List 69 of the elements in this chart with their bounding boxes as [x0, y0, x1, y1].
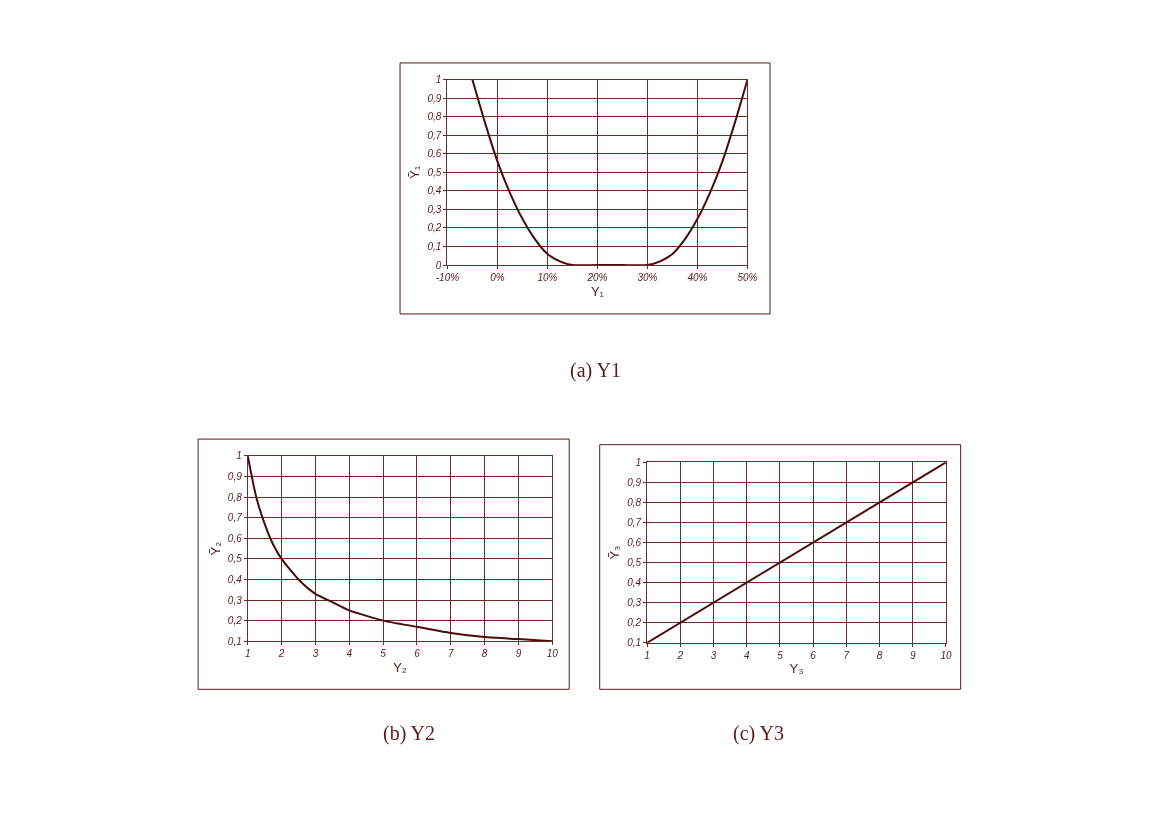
y-tick-label: 0,9 — [227, 471, 243, 482]
y-tick-label: 0,6 — [227, 532, 243, 544]
y-tick-label: 0,3 — [427, 203, 442, 215]
y-tick-label: 0,5 — [627, 557, 642, 569]
y-tick-label: 0,2 — [227, 615, 243, 627]
x-tick-label: 5 — [777, 649, 784, 661]
x-tick-label: 10 — [546, 648, 559, 660]
y-tick-label: 0,8 — [227, 491, 243, 503]
y-tick-label: 0,9 — [627, 476, 642, 488]
y-tick-label: 0,6 — [427, 148, 442, 160]
y-tick-label: 0,1 — [227, 635, 242, 647]
x-tick-label: 1 — [244, 648, 251, 660]
text: (b) Y2 — [383, 722, 436, 745]
x-tick-label: 40% — [687, 272, 708, 284]
x-tick-label: 50% — [737, 272, 758, 284]
x-tick-label: 9 — [909, 649, 916, 661]
line-series — [247, 455, 553, 642]
x-tick-label: 4 — [743, 649, 750, 661]
y-tick-label: 0,6 — [627, 537, 642, 549]
x-tick-label: 10% — [537, 272, 558, 284]
y-tick-label: 0,5 — [427, 166, 442, 178]
x-tick-label: 30% — [637, 272, 658, 284]
x-tick-label: 9 — [515, 648, 522, 660]
y-tick-label: 0 — [435, 259, 442, 271]
x-tick-label: 7 — [448, 648, 455, 660]
x-tick-label: 5 — [380, 648, 387, 660]
y-tick-label: 0,9 — [427, 92, 442, 104]
x-axis-title: Y₃ — [789, 661, 804, 677]
x-tick-label: 20% — [586, 272, 608, 284]
x-tick-label: 3 — [710, 649, 717, 661]
x-tick-label: -10% — [435, 272, 460, 284]
text: (c) Y3 — [733, 722, 784, 745]
y-tick-label: 0,1 — [627, 637, 642, 649]
y-tick-label: 0,4 — [227, 573, 243, 585]
x-tick-label: 2 — [277, 648, 285, 660]
y-tick-label: 0,8 — [627, 496, 642, 508]
y-axis-title: Ỹ₂ — [207, 541, 223, 556]
y-tick-label: 0,2 — [427, 222, 442, 234]
x-tick-label: 7 — [843, 649, 850, 661]
y-tick-label: 0,2 — [627, 617, 642, 629]
x-tick-label: 6 — [414, 648, 421, 660]
y-tick-label: 0,4 — [627, 577, 642, 589]
y-tick-label: 0,4 — [427, 185, 442, 197]
x-tick-label: 6 — [810, 649, 817, 661]
y-tick-label: 0,8 — [427, 111, 442, 123]
y-tick-label: 1 — [435, 74, 442, 86]
x-axis-title: Y₁ — [590, 283, 605, 299]
y-tick-label: 0,1 — [427, 241, 442, 253]
x-tick-label: 1 — [644, 649, 650, 661]
x-tick-label: 2 — [676, 649, 684, 661]
text: (a) Y1 — [570, 359, 621, 382]
x-tick-label: 0% — [490, 272, 505, 284]
y-tick-label: 0,7 — [627, 516, 642, 528]
y-tick-label: 0,3 — [227, 594, 243, 606]
x-tick-label: 3 — [312, 648, 319, 660]
y-tick-label: 0,3 — [627, 597, 642, 609]
x-tick-label: 4 — [346, 648, 353, 660]
y-tick-label: 1 — [236, 450, 242, 462]
y-tick-label: 0,5 — [227, 553, 243, 565]
line-series — [471, 79, 748, 266]
y-tick-label: 0,7 — [227, 512, 243, 524]
y-axis-title: Ỹ₃ — [607, 545, 623, 560]
x-tick-label: 8 — [481, 648, 488, 660]
x-tick-label: 10 — [940, 649, 952, 661]
y-axis-title: Ỹ₁ — [407, 165, 423, 179]
x-tick-label: 8 — [876, 649, 883, 661]
y-tick-label: 0,7 — [427, 129, 442, 141]
x-axis-title: Y₂ — [393, 659, 407, 675]
y-tick-label: 1 — [635, 456, 642, 468]
